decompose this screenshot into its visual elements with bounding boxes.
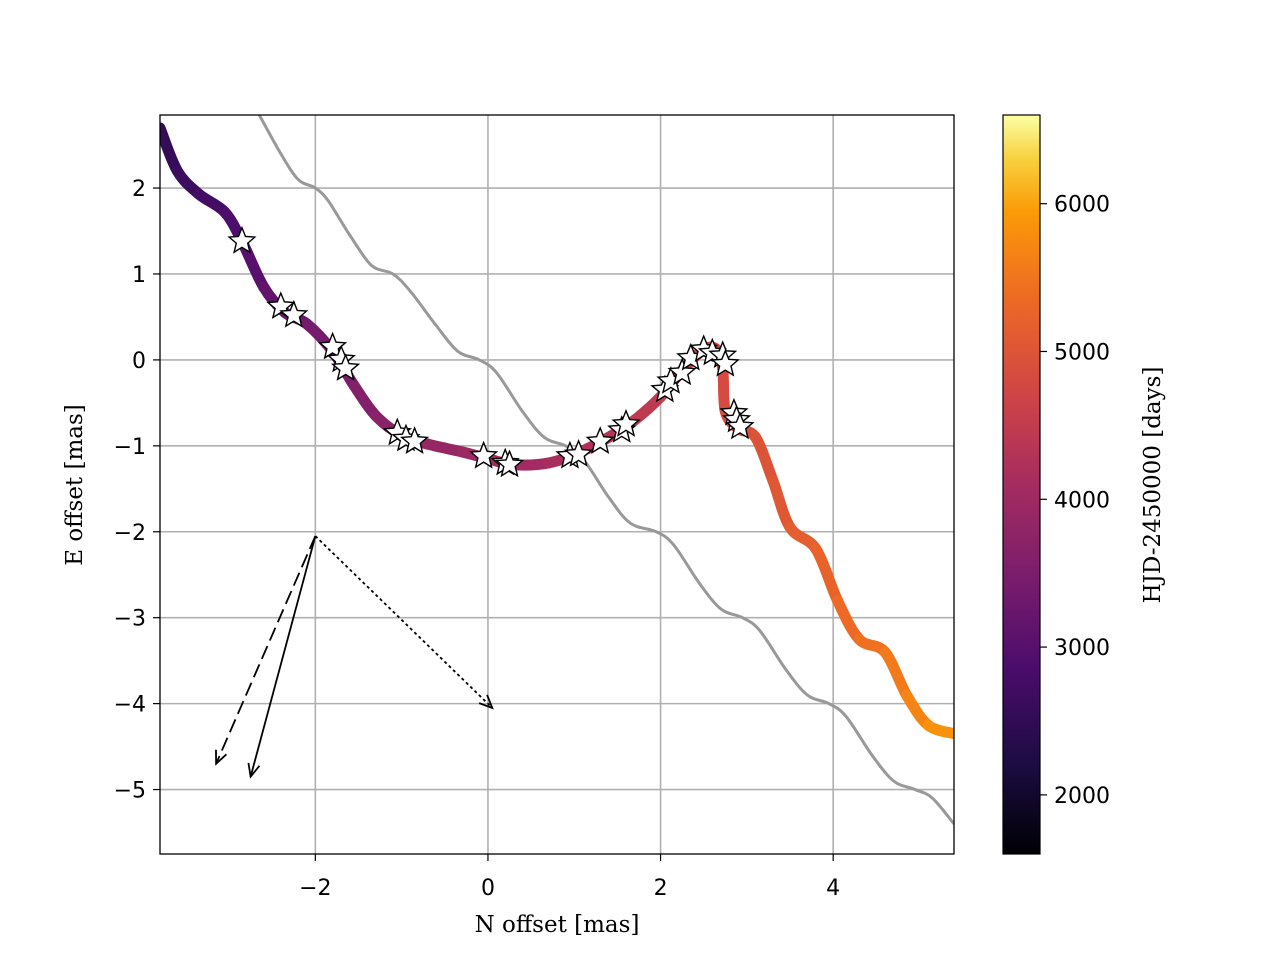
track-segment [879,646,913,701]
arrow-solid-shaft [249,535,317,777]
star-marker [400,426,430,455]
track-segment [750,431,779,486]
star-marker [611,408,641,437]
y-tick-label: 1 [132,263,146,288]
track-segment [901,689,934,731]
colorbar-label: HJD-2450000 [days] [1140,367,1166,604]
track-segment [717,362,731,417]
x-tick-label: 0 [481,876,495,901]
colorbar-tick-label: 4000 [1054,488,1110,513]
colorbar-ticks: 2000 3000 4000 5000 6000 [1040,193,1110,809]
y-tick-label: −1 [114,435,146,460]
y-tick-label: −3 [114,607,146,632]
star-marker [585,426,615,455]
y-tick-label: −2 [114,521,146,546]
colored-track-layer [160,122,954,740]
star-marker [266,291,296,319]
arrow-dotted-shaft [314,535,493,709]
star-marker [563,439,594,467]
track-segment [348,380,382,422]
x-tick-label: 4 [826,876,840,901]
plot-content [160,115,954,825]
colorbar-tick-label: 5000 [1054,340,1110,365]
star-marker [330,353,361,381]
arrow-layer [215,535,494,779]
track-segment [810,543,843,607]
track-segment [160,122,183,177]
grid-lines [160,115,954,854]
grey-reference-line [257,115,954,825]
arrow-dotted-head [478,694,494,710]
plot-frame [159,114,955,855]
x-tick-label: −2 [299,876,331,901]
x-axis-label: N offset [mas] [475,912,640,938]
y-ticks: −5 −4 −3 −2 −1 0 1 2 [114,177,160,804]
track-segment [831,595,865,645]
colorbar-tick-label: 3000 [1054,636,1110,661]
arrow-dashed-shaft [215,535,317,765]
track-segment [922,719,954,740]
star-marker [725,411,755,440]
star-marker [227,225,257,254]
star-marker [667,357,697,386]
y-axis-label: E offset [mas] [62,404,88,566]
x-ticks: −2 0 2 4 [299,854,840,901]
y-tick-label: 2 [132,177,146,202]
colorbar [1002,114,1041,855]
star-marker [279,299,309,328]
x-tick-label: 2 [654,876,668,901]
colorbar-tick-label: 2000 [1054,784,1110,809]
star-marker [469,440,499,469]
y-tick-label: 0 [132,349,146,374]
star-marker [494,449,525,478]
arrow-solid-head [247,762,261,779]
y-tick-label: −5 [114,779,146,804]
arrow-dashed-head [215,749,228,766]
y-tick-label: −4 [114,693,146,718]
grey-track-layer [257,115,954,825]
star-marker [710,348,740,377]
colorbar-tick-label: 6000 [1054,193,1110,218]
star-marker-layer [227,225,755,478]
track-segment [767,474,796,533]
